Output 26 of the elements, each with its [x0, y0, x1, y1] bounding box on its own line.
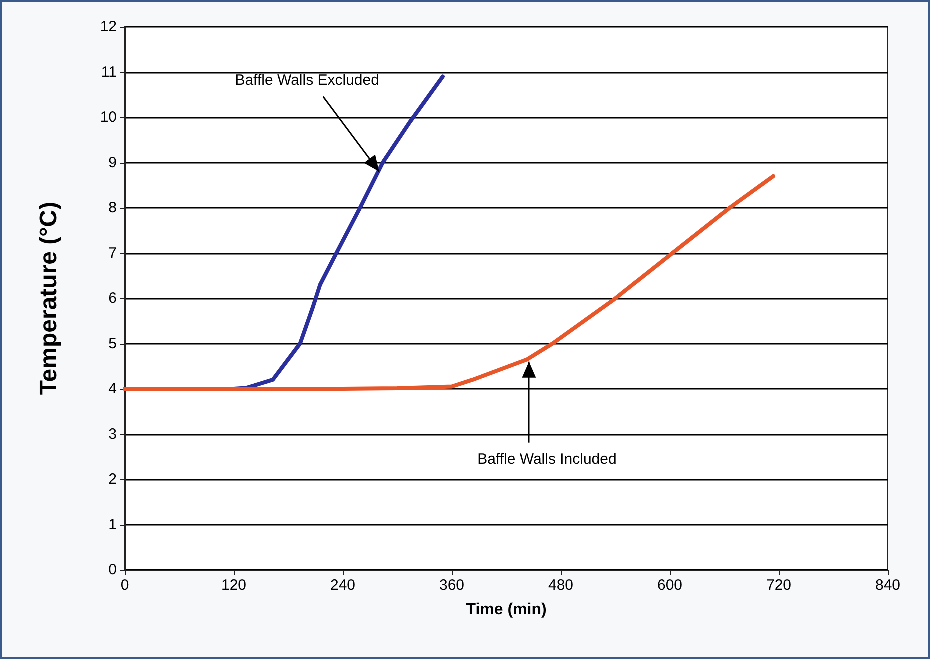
x-tick-label: 720: [766, 577, 792, 594]
x-axis-title: Time (min): [466, 602, 547, 618]
x-tick-label: 120: [221, 577, 247, 594]
y-tick-label: 0: [108, 562, 117, 578]
line-series: [123, 174, 776, 391]
annotation: Baffle Walls Excluded: [235, 72, 380, 89]
annotation: Baffle Walls Included: [478, 450, 617, 468]
y-tick-label: 8: [108, 200, 117, 216]
x-tick-label: 240: [330, 577, 356, 594]
x-tick-label: 840: [875, 577, 901, 594]
y-tick-label: 11: [101, 64, 117, 81]
x-tick-label: 600: [657, 577, 683, 594]
y-tick-label: 5: [108, 335, 117, 352]
x-tick-label: 360: [439, 577, 465, 594]
y-tick-label: 6: [108, 290, 117, 307]
y-tick-label: 7: [108, 244, 117, 262]
y-tick-label: 12: [100, 18, 117, 36]
y-tick-label: 4: [108, 380, 117, 398]
y-tick-label: 3: [108, 426, 117, 443]
y-tick-label: 9: [108, 154, 117, 172]
x-tick-label: 0: [120, 577, 130, 594]
y-tick-label: 10: [100, 109, 117, 126]
y-axis-title: Temperature (°C): [36, 202, 62, 396]
x-tick-label: 480: [548, 577, 574, 594]
y-tick-label: 1: [108, 516, 117, 534]
y-tick-label: 2: [108, 471, 117, 488]
